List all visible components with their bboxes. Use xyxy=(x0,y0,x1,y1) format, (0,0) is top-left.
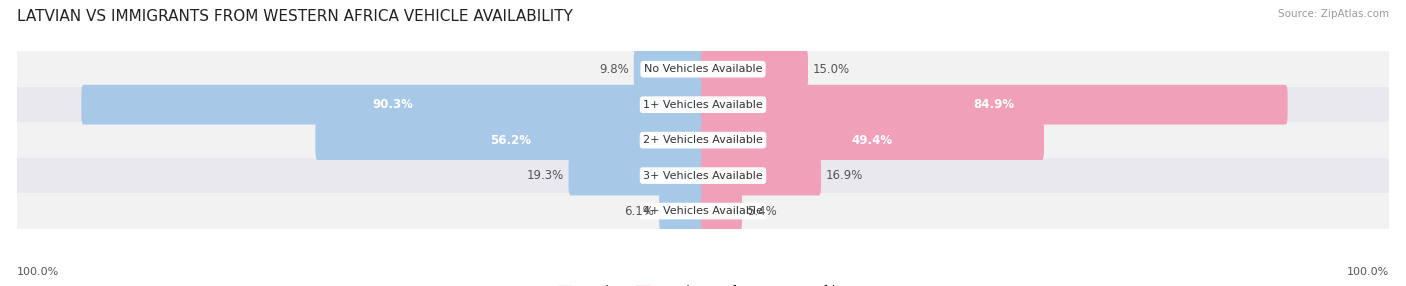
Text: 1+ Vehicles Available: 1+ Vehicles Available xyxy=(643,100,763,110)
Text: 56.2%: 56.2% xyxy=(489,134,530,147)
FancyBboxPatch shape xyxy=(702,120,1045,160)
FancyBboxPatch shape xyxy=(82,85,704,124)
Text: 100.0%: 100.0% xyxy=(17,267,59,277)
Text: 5.4%: 5.4% xyxy=(747,204,776,218)
Text: 19.3%: 19.3% xyxy=(526,169,564,182)
Text: 6.1%: 6.1% xyxy=(624,204,654,218)
FancyBboxPatch shape xyxy=(17,87,1389,122)
FancyBboxPatch shape xyxy=(702,156,821,195)
FancyBboxPatch shape xyxy=(17,122,1389,158)
FancyBboxPatch shape xyxy=(702,49,808,89)
FancyBboxPatch shape xyxy=(17,158,1389,193)
Text: LATVIAN VS IMMIGRANTS FROM WESTERN AFRICA VEHICLE AVAILABILITY: LATVIAN VS IMMIGRANTS FROM WESTERN AFRIC… xyxy=(17,9,572,23)
Text: 16.9%: 16.9% xyxy=(825,169,863,182)
Text: 3+ Vehicles Available: 3+ Vehicles Available xyxy=(643,171,763,180)
FancyBboxPatch shape xyxy=(702,85,1288,124)
Text: 4+ Vehicles Available: 4+ Vehicles Available xyxy=(643,206,763,216)
FancyBboxPatch shape xyxy=(17,193,1389,229)
Text: 15.0%: 15.0% xyxy=(813,63,849,76)
Text: 9.8%: 9.8% xyxy=(599,63,628,76)
Text: Source: ZipAtlas.com: Source: ZipAtlas.com xyxy=(1278,9,1389,19)
FancyBboxPatch shape xyxy=(634,49,704,89)
FancyBboxPatch shape xyxy=(702,191,742,231)
FancyBboxPatch shape xyxy=(659,191,704,231)
Text: 2+ Vehicles Available: 2+ Vehicles Available xyxy=(643,135,763,145)
Legend: Latvian, Immigrants from Western Africa: Latvian, Immigrants from Western Africa xyxy=(553,280,853,286)
FancyBboxPatch shape xyxy=(17,51,1389,87)
Text: 100.0%: 100.0% xyxy=(1347,267,1389,277)
Text: 49.4%: 49.4% xyxy=(852,134,893,147)
Text: No Vehicles Available: No Vehicles Available xyxy=(644,64,762,74)
Text: 84.9%: 84.9% xyxy=(974,98,1015,111)
FancyBboxPatch shape xyxy=(315,120,704,160)
FancyBboxPatch shape xyxy=(568,156,704,195)
Text: 90.3%: 90.3% xyxy=(373,98,413,111)
